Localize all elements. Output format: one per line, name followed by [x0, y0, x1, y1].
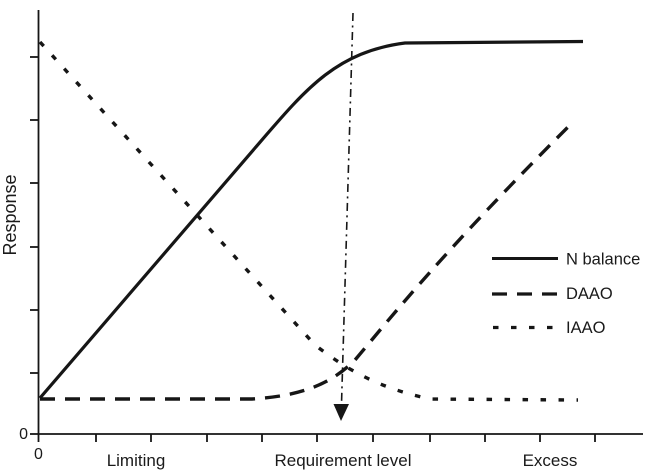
x-axis-label-excess: Excess	[523, 451, 578, 470]
y-axis-ticks	[30, 56, 39, 435]
x-axis-zero-label: 0	[34, 446, 43, 463]
x-axis-label-requirement-level: Requirement level	[274, 451, 411, 470]
y-axis-title: Response	[0, 174, 20, 255]
x-axis-label-limiting: Limiting	[107, 451, 166, 470]
iaao-curve	[38, 40, 579, 402]
requirement-marker-line	[340, 12, 354, 405]
legend-label-daao: DAAO	[566, 285, 613, 303]
legend: N balance DAAO IAAO	[492, 251, 640, 337]
n-balance-curve	[38, 39, 584, 400]
x-axis-ticks	[37, 434, 596, 442]
daao-curve	[40, 123, 572, 401]
y-axis-zero-label: 0	[19, 426, 28, 443]
legend-label-iaao: IAAO	[566, 319, 606, 337]
legend-label-n-balance: N balance	[566, 251, 640, 269]
arrow-down-icon	[333, 404, 349, 421]
